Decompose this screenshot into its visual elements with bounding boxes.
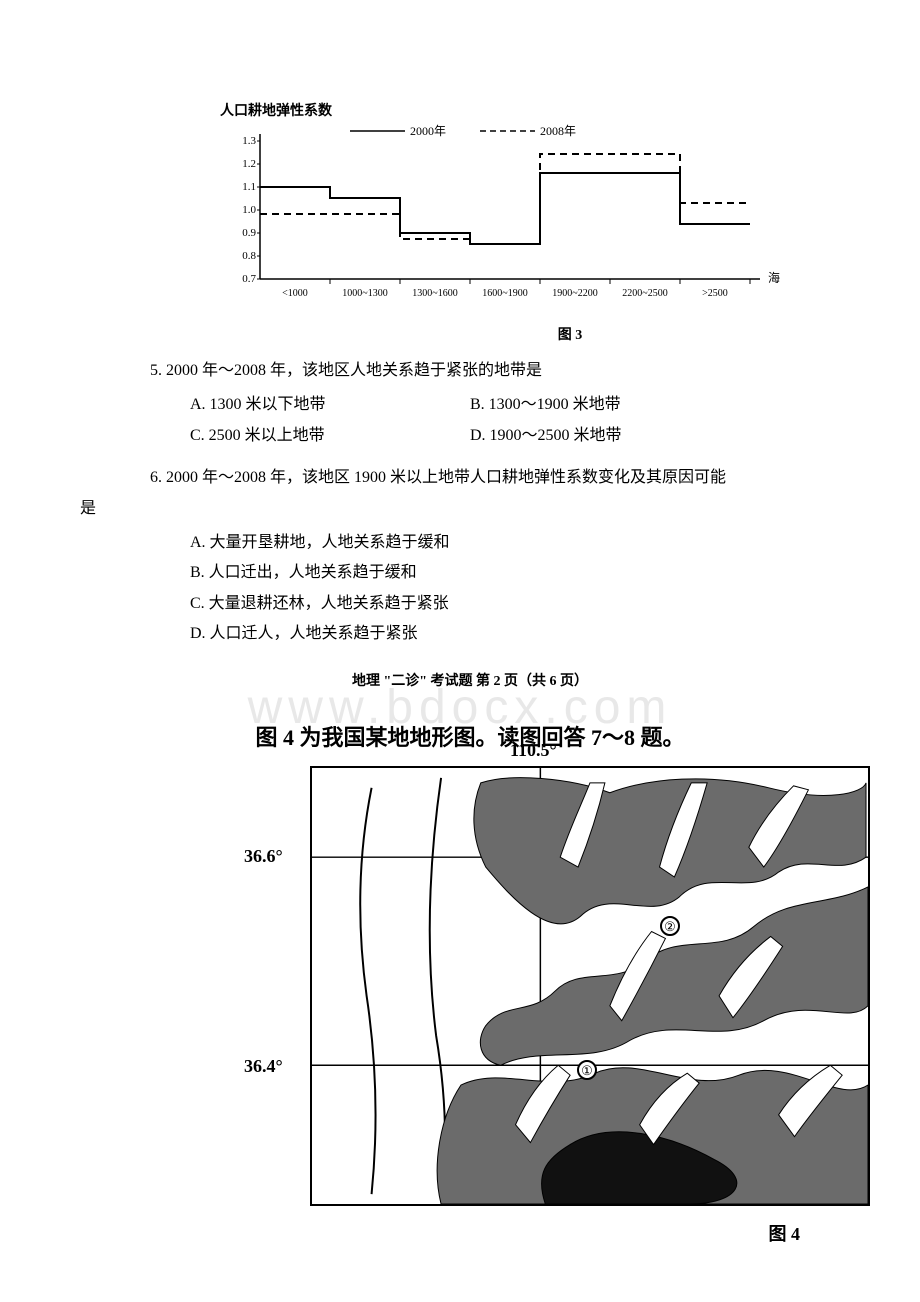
q6-text-line1: 6. 2000 年～2008 年，该地区 1900 米以上地带人口耕地弹性系数变…	[150, 463, 860, 493]
series-2000-line	[260, 173, 750, 244]
ytick: 0.8	[242, 250, 256, 262]
map-marker-2: ②	[660, 916, 680, 936]
ytick: 1.2	[242, 158, 256, 170]
ytick: 0.9	[242, 227, 256, 239]
q5-option-a: A. 1300 米以下地带	[190, 390, 470, 420]
question-6: 6. 2000 年～2008 年，该地区 1900 米以上地带人口耕地弹性系数变…	[80, 463, 860, 649]
ytick: 1.1	[242, 181, 256, 193]
map-marker-1: ①	[577, 1060, 597, 1080]
figure-4-map: 110.5° 36.6° 36.4°	[310, 766, 860, 1246]
q6-option-b: B. 人口迁出，人地关系趋于缓和	[190, 558, 860, 588]
xtick: 2200~2500	[622, 288, 667, 299]
q6-option-c: C. 大量退耕还林，人地关系趋于紧张	[190, 589, 860, 619]
q5-text: 5. 2000 年～2008 年，该地区人地关系趋于紧张的地带是	[150, 356, 860, 386]
ytick: 0.7	[242, 273, 256, 285]
question-5: 5. 2000 年～2008 年，该地区人地关系趋于紧张的地带是 A. 1300…	[80, 356, 860, 451]
legend-2008: 2008年	[540, 124, 576, 138]
xtick: 1600~1900	[482, 288, 527, 299]
q5-option-b: B. 1300～1900 米地带	[470, 390, 750, 420]
map-box: ① ②	[310, 766, 870, 1206]
xtick: 1900~2200	[552, 288, 597, 299]
ytick: 1.3	[242, 135, 256, 147]
xtick: >2500	[702, 288, 728, 299]
chart-y-axis-label: 人口耕地弹性系数	[220, 100, 860, 120]
latitude-label-bottom: 36.4°	[244, 1056, 283, 1077]
step-chart: 0.7 0.8 0.9 1.0 1.1 1.2 1.3	[220, 124, 780, 294]
chart-figure-3: 人口耕地弹性系数 0.7 0.8 0.9 1.0 1.1 1.2 1.3	[220, 100, 860, 344]
page-footer: 地理 "二诊" 考试题 第 2 页（共 6 页）	[80, 670, 860, 690]
xtick: <1000	[282, 288, 308, 299]
latitude-label-top: 36.6°	[244, 846, 283, 867]
legend-2000: 2000年	[410, 124, 446, 138]
xtick: 1000~1300	[342, 288, 387, 299]
ytick: 1.0	[242, 204, 256, 216]
x-axis-label: 海拔(米)	[768, 270, 780, 285]
q6-option-d: D. 人口迁人，人地关系趋于紧张	[190, 619, 860, 649]
xtick: 1300~1600	[412, 288, 457, 299]
longitude-label: 110.5°	[510, 740, 557, 761]
figure-4-caption: 图 4	[310, 1220, 800, 1246]
q6-option-a: A. 大量开垦耕地，人地关系趋于缓和	[190, 528, 860, 558]
q5-option-d: D. 1900～2500 米地带	[470, 421, 750, 451]
figure-4-title: 图 4 为我国某地地形图。读图回答 7～8 题。	[80, 720, 860, 752]
q6-text-line2: 是	[80, 494, 860, 524]
chart-caption: 图 3	[280, 324, 860, 344]
q5-option-c: C. 2500 米以上地带	[190, 421, 470, 451]
